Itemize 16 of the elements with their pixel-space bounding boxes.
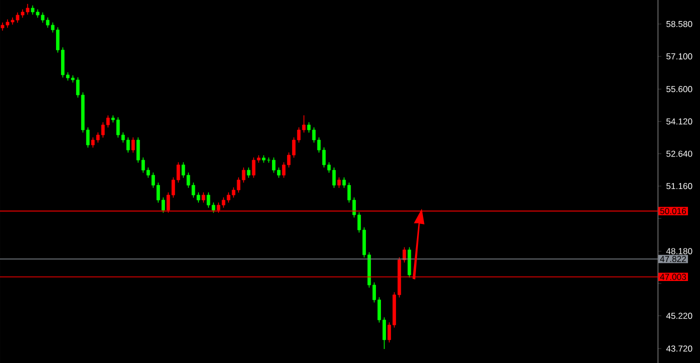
- ref-line-label: 47.822: [660, 256, 686, 262]
- ref-line-label: 47.003: [660, 274, 686, 280]
- candlestick: [202, 192, 206, 204]
- y-tick-label: 55.600: [666, 86, 692, 92]
- ref-line-label: 50.016: [660, 208, 686, 214]
- y-tick-label: 51.160: [666, 183, 692, 190]
- y-tick-label: 54.120: [666, 118, 692, 124]
- y-tick-label: 52.640: [666, 150, 692, 157]
- y-tick-label: 57.100: [666, 53, 692, 60]
- candlestick: [246, 167, 250, 178]
- y-tick-label: 48.180: [666, 248, 692, 254]
- y-tick-label: 45.220: [666, 312, 692, 319]
- y-tick-label: 58.580: [666, 20, 692, 28]
- y-tick-label: 43.720: [666, 346, 692, 352]
- candlestick: [131, 136, 135, 154]
- candlestick: [337, 176, 341, 188]
